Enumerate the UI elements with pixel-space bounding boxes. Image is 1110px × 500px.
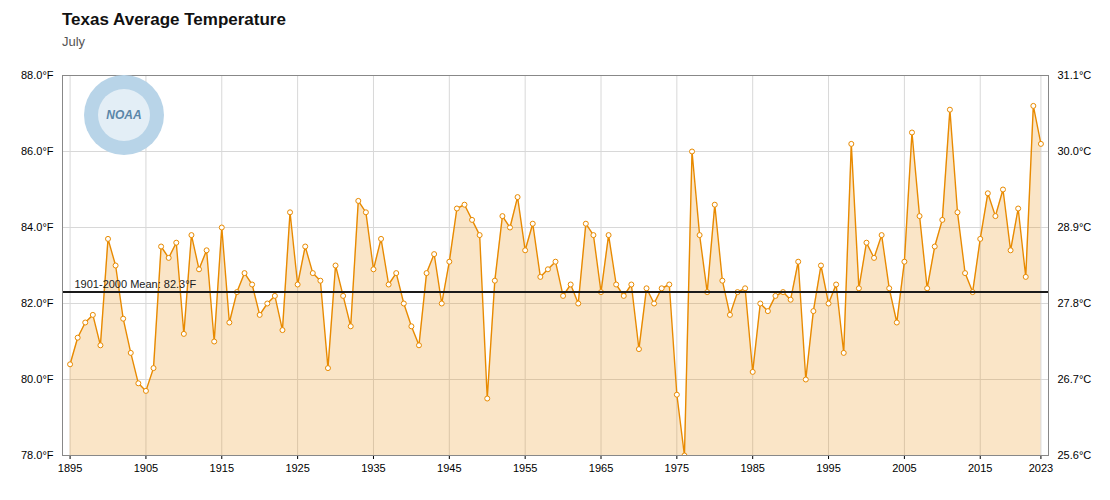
svg-text:88.0°F: 88.0°F <box>21 69 54 81</box>
svg-text:1995: 1995 <box>816 462 840 474</box>
svg-text:28.9°C: 28.9°C <box>1058 221 1092 233</box>
svg-text:84.0°F: 84.0°F <box>21 221 54 233</box>
svg-text:2023: 2023 <box>1029 462 1053 474</box>
html-text:July: July <box>62 34 86 49</box>
svg-text:25.6°C: 25.6°C <box>1058 449 1092 461</box>
svg-text:1975: 1975 <box>665 462 689 474</box>
svg-text:1915: 1915 <box>210 462 234 474</box>
svg-text:82.0°F: 82.0°F <box>21 297 54 309</box>
svg-text:1965: 1965 <box>589 462 613 474</box>
svg-text:86.0°F: 86.0°F <box>21 145 54 157</box>
svg-text:31.1°C: 31.1°C <box>1058 69 1092 81</box>
svg-text:1985: 1985 <box>740 462 764 474</box>
svg-text:1905: 1905 <box>134 462 158 474</box>
svg-text:1901-2000 Mean: 82.3°F: 1901-2000 Mean: 82.3°F <box>75 278 197 290</box>
html-text:NOAA: NOAA <box>106 108 142 122</box>
svg-text:27.8°C: 27.8°C <box>1058 297 1092 309</box>
svg-text:78.0°F: 78.0°F <box>21 449 54 461</box>
svg-text:1945: 1945 <box>437 462 461 474</box>
svg-text:80.0°F: 80.0°F <box>21 373 54 385</box>
svg-text:2005: 2005 <box>892 462 916 474</box>
html-text:Texas Average Temperature: Texas Average Temperature <box>62 10 286 29</box>
svg-text:26.7°C: 26.7°C <box>1058 373 1092 385</box>
svg-text:1955: 1955 <box>513 462 537 474</box>
svg-text:1925: 1925 <box>285 462 309 474</box>
svg-text:2015: 2015 <box>968 462 992 474</box>
svg-text:30.0°C: 30.0°C <box>1058 145 1092 157</box>
svg-text:1935: 1935 <box>361 462 385 474</box>
svg-text:1895: 1895 <box>58 462 82 474</box>
